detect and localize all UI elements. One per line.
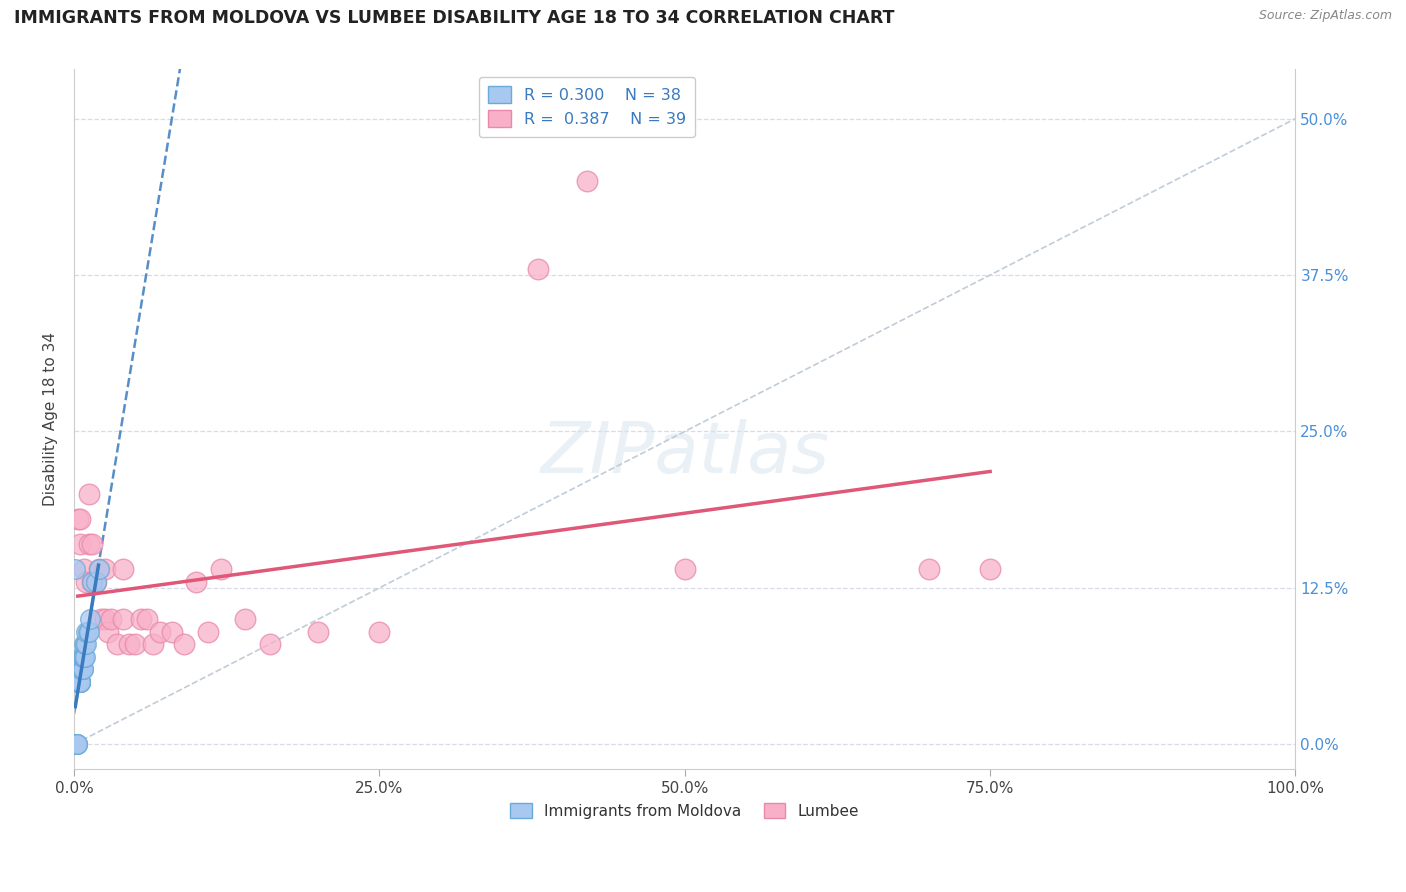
Point (576, 174, 599, 188)
Point (129, 612, 152, 626)
Point (73, 637, 96, 651)
Legend: Immigrants from Moldova, Lumbee: Immigrants from Moldova, Lumbee (505, 797, 865, 825)
Point (197, 624, 219, 639)
Point (118, 637, 141, 651)
Point (82, 537, 104, 551)
Point (72, 662, 94, 676)
Point (79, 612, 101, 626)
Point (66, 674, 89, 689)
Point (77, 537, 100, 551)
Point (75, 624, 97, 639)
Point (67, 674, 90, 689)
Point (307, 624, 329, 639)
Point (70, 662, 93, 676)
Point (76, 624, 98, 639)
Point (186, 574, 208, 589)
Point (72, 662, 94, 676)
Point (173, 637, 195, 651)
Point (149, 624, 172, 639)
Point (66, 512, 89, 526)
Point (77, 487, 100, 501)
Point (72, 649, 94, 664)
Point (69, 537, 91, 551)
Point (97, 624, 120, 639)
Point (673, 562, 696, 576)
Point (69, 512, 91, 526)
Point (93, 612, 115, 626)
Text: Source: ZipAtlas.com: Source: ZipAtlas.com (1258, 9, 1392, 22)
Point (979, 562, 1001, 576)
Point (136, 612, 159, 626)
Point (65, 737, 87, 751)
Y-axis label: Disability Age 18 to 34: Disability Age 18 to 34 (44, 332, 58, 506)
Text: IMMIGRANTS FROM MOLDOVA VS LUMBEE DISABILITY AGE 18 TO 34 CORRELATION CHART: IMMIGRANTS FROM MOLDOVA VS LUMBEE DISABI… (14, 9, 894, 27)
Point (84, 574, 107, 589)
Point (69, 674, 91, 689)
Point (67, 674, 90, 689)
Point (87, 562, 110, 576)
Point (66, 674, 89, 689)
Point (65, 737, 87, 751)
Point (105, 637, 128, 651)
Point (82, 574, 104, 589)
Point (111, 562, 134, 576)
Point (73, 562, 96, 576)
Point (87, 562, 110, 576)
Point (93, 562, 115, 576)
Point (69, 674, 91, 689)
Point (69, 674, 91, 689)
Point (69, 674, 91, 689)
Point (72, 649, 94, 664)
Point (69, 674, 91, 689)
Point (65, 737, 87, 751)
Point (124, 637, 146, 651)
Point (73, 649, 96, 664)
Point (70, 662, 93, 676)
Point (84, 574, 107, 589)
Point (65, 737, 87, 751)
Text: ZIPatlas: ZIPatlas (540, 419, 830, 489)
Point (69, 674, 91, 689)
Point (142, 637, 165, 651)
Point (65, 562, 87, 576)
Point (70, 649, 93, 664)
Point (527, 261, 550, 276)
Point (100, 612, 122, 626)
Point (75, 637, 97, 651)
Point (160, 624, 183, 639)
Point (66, 674, 89, 689)
Point (233, 612, 256, 626)
Point (77, 624, 100, 639)
Point (209, 562, 232, 576)
Point (73, 649, 96, 664)
Point (259, 637, 281, 651)
Point (82, 574, 104, 589)
Point (90, 612, 112, 626)
Point (918, 562, 941, 576)
Point (75, 574, 97, 589)
Point (66, 674, 89, 689)
Point (75, 637, 97, 651)
Point (111, 612, 134, 626)
Point (75, 649, 97, 664)
Point (67, 674, 90, 689)
Point (368, 624, 391, 639)
